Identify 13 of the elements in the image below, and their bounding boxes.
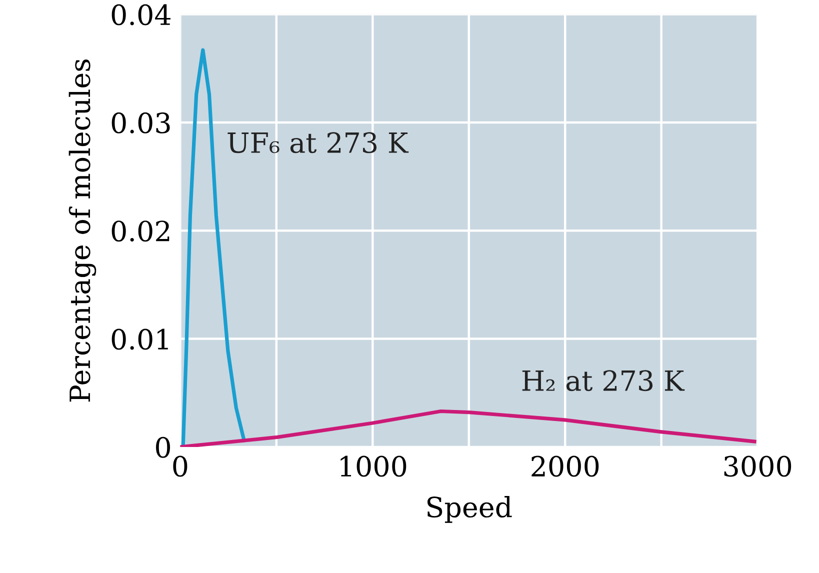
y-tick-label: 0.04	[112, 4, 170, 26]
y-tick-label: 0.02	[112, 220, 170, 242]
x-tick-label: 1000	[340, 456, 406, 477]
x-tick-label: 2000	[532, 456, 599, 477]
series-label: H₂ at 273 K	[522, 370, 685, 392]
y-tick-label: 0	[156, 436, 170, 458]
x-tick-label: 3000	[724, 456, 792, 477]
x-tick-label: 0	[173, 456, 188, 477]
x-axis-title: Speed	[427, 496, 512, 523]
y-tick-label: 0.03	[112, 112, 170, 134]
series-label: UF₆ at 273 K	[228, 132, 409, 154]
y-tick-label: 0.01	[112, 328, 168, 350]
y-axis-title: Percentage of molecules	[68, 60, 96, 402]
